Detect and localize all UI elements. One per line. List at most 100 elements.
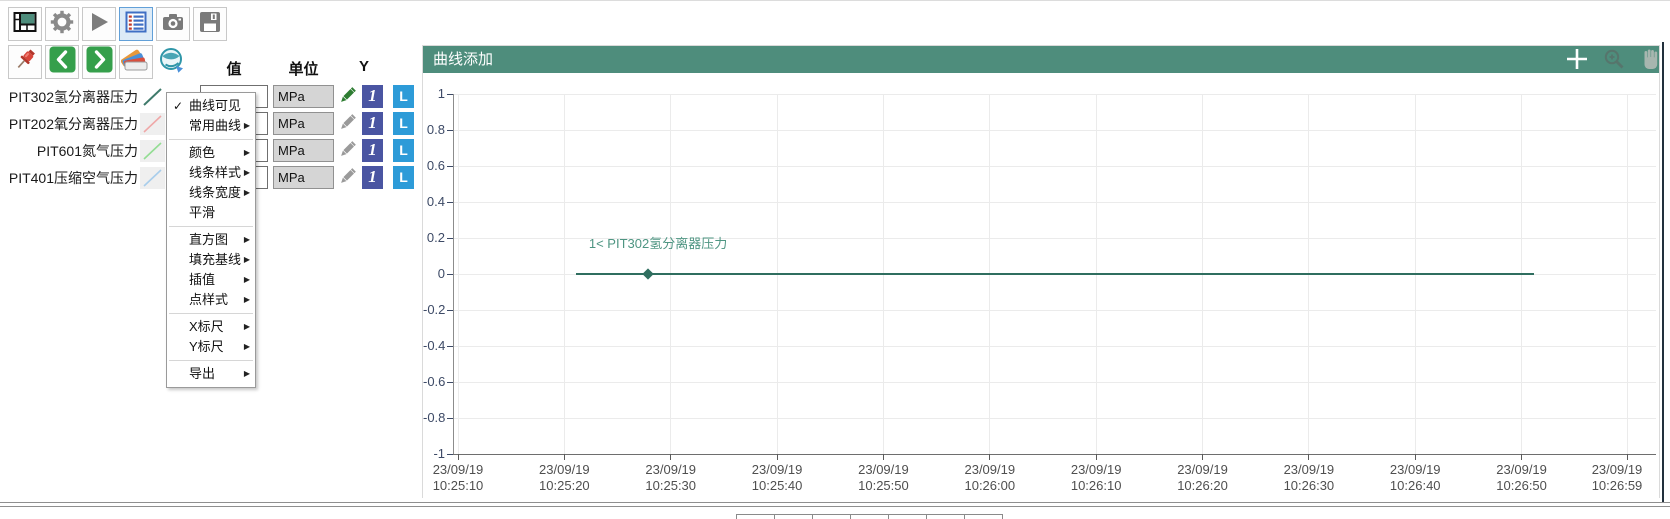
settings-button[interactable]: [45, 7, 79, 41]
menu-item-common-curves[interactable]: 常用曲线 ▶: [167, 116, 255, 136]
y-gridline: [453, 237, 1656, 239]
scale-badge[interactable]: L: [393, 85, 414, 108]
x-tick-label-time: 10:25:50: [858, 478, 909, 493]
mini-button[interactable]: [926, 514, 965, 519]
x-tick-label-time: 10:26:40: [1389, 478, 1441, 493]
prev-button[interactable]: [45, 45, 79, 79]
hand-icon: [1644, 49, 1658, 69]
gear-icon: [50, 10, 74, 39]
layout-button[interactable]: [8, 7, 42, 41]
mini-button[interactable]: [774, 514, 813, 519]
right-window-border: [1662, 42, 1664, 502]
pin-button[interactable]: [8, 45, 42, 79]
menu-item-smooth[interactable]: 平滑: [189, 205, 216, 220]
y-gridline: [453, 309, 1656, 311]
x-gridline: [1627, 94, 1629, 454]
x-tick-label-date: 23/09/19: [1177, 462, 1228, 477]
x-tick-label-time: 10:26:10: [1070, 478, 1122, 493]
y-tick-label: 0.2: [426, 230, 445, 245]
series-marker-diamond: [642, 268, 655, 280]
zoom-in-button[interactable]: [1603, 48, 1625, 70]
mini-button[interactable]: [888, 514, 927, 519]
scale-badge[interactable]: L: [393, 166, 414, 189]
next-button[interactable]: [82, 45, 116, 79]
x-tick-label-date: 23/09/19: [1070, 462, 1122, 477]
curve-swatch[interactable]: [140, 86, 165, 108]
x-tick-label-date: 23/09/19: [964, 462, 1016, 477]
series-line: [576, 273, 1534, 275]
axis-badge[interactable]: 1: [362, 112, 383, 135]
menu-item-interpolation[interactable]: 插值 ▶: [167, 270, 255, 290]
edit-pencil-button[interactable]: [337, 113, 357, 134]
menu-item-histogram[interactable]: 直方图 ▶: [167, 230, 255, 250]
mini-button[interactable]: [736, 514, 775, 519]
axis-badge[interactable]: 1: [362, 166, 383, 189]
edit-pencil-button[interactable]: [337, 167, 357, 188]
menu-item-line-width[interactable]: 线条宽度 ▶: [167, 183, 255, 203]
save-button[interactable]: [193, 7, 227, 41]
chart-panel: 曲线添加 1 0.8 0.6 0.4 0.2 0 -0.2 -0.4 -0.6 -0.8 -1 23/…: [422, 45, 1660, 498]
x-tick-mark: [1521, 454, 1523, 460]
x-tick-label-time: 10:25:30: [645, 478, 697, 493]
mini-button[interactable]: [812, 514, 851, 519]
zoom-in-icon: [1604, 49, 1624, 69]
curve-name[interactable]: PIT202氧分离器压力: [8, 116, 138, 132]
curve-swatch[interactable]: [140, 113, 165, 135]
chart-title: 曲线添加: [433, 51, 494, 68]
menu-item-point-style[interactable]: 点样式 ▶: [167, 290, 255, 310]
unit-cell: MPa: [273, 166, 334, 189]
scale-badge[interactable]: L: [393, 112, 414, 135]
x-tick-label-date: 23/09/19: [539, 462, 590, 477]
curve-name[interactable]: PIT401压缩空气压力: [8, 170, 138, 186]
curve-name[interactable]: PIT601氮气压力: [36, 143, 138, 159]
bottom-mini-buttons: [736, 514, 1003, 519]
plot-area[interactable]: 1 0.8 0.6 0.4 0.2 0 -0.2 -0.4 -0.6 -0.8 -1 23/09/19…: [423, 73, 1659, 498]
menu-item-export[interactable]: 导出 ▶: [167, 364, 255, 384]
menu-item-curve-visible[interactable]: ✓ 曲线可见: [167, 96, 255, 116]
x-tick-label-date: 23/09/19: [751, 462, 803, 477]
menu-item-line-style[interactable]: 线条样式 ▶: [167, 163, 255, 183]
x-gridline: [457, 94, 459, 454]
snapshot-button[interactable]: [156, 7, 190, 41]
submenu-arrow-icon: ▶: [243, 322, 250, 331]
palette-icon: [120, 45, 151, 80]
layout-icon: [13, 10, 37, 39]
menu-item-y-scale[interactable]: Y标尺 ▶: [167, 337, 255, 357]
menu-separator: [169, 139, 253, 140]
chart-header: 曲线添加: [423, 46, 1659, 73]
axis-badge[interactable]: 1: [362, 139, 383, 162]
refresh-button[interactable]: [157, 47, 187, 77]
edit-pencil-button[interactable]: [337, 86, 357, 107]
mini-button[interactable]: [850, 514, 889, 519]
mini-button[interactable]: [964, 514, 1003, 519]
axis-badge[interactable]: 1: [362, 85, 383, 108]
edit-pencil-button[interactable]: [337, 140, 357, 161]
menu-item-fill-baseline[interactable]: 填充基线 ▶: [167, 250, 255, 270]
crosshair-button[interactable]: [1566, 48, 1588, 70]
menu-item-color[interactable]: 颜色 ▶: [167, 143, 255, 163]
y-tick-label: -0.4: [423, 338, 446, 353]
scale-badge[interactable]: L: [393, 139, 414, 162]
x-tick-label-date: 23/09/19: [1389, 462, 1441, 477]
bottom-splitter[interactable]: [0, 502, 1670, 503]
curve-list-button[interactable]: [119, 7, 153, 41]
run-button[interactable]: [82, 7, 116, 41]
y-gridline: [453, 165, 1656, 167]
palette-button[interactable]: [119, 45, 153, 79]
menu-item-x-scale[interactable]: X标尺 ▶: [167, 317, 255, 337]
x-tick-label-time: 10:25:40: [751, 478, 803, 493]
curve-swatch[interactable]: [140, 167, 165, 189]
submenu-arrow-icon: ▶: [243, 342, 250, 351]
curve-name[interactable]: PIT302氢分离器压力: [8, 89, 138, 105]
pan-button[interactable]: [1641, 48, 1663, 70]
y-tick-label: -0.2: [423, 302, 446, 317]
y-tick-label: 0.4: [426, 194, 445, 209]
checkmark-icon: ✓: [173, 99, 184, 113]
x-tick-label-time: 10:26:00: [964, 478, 1016, 493]
curve-swatch[interactable]: [140, 140, 165, 162]
bottom-splitter[interactable]: [0, 506, 1670, 507]
y-tick-label: -0.8: [423, 410, 446, 425]
y-gridline: [453, 201, 1656, 203]
y-tick-label: 0.6: [426, 158, 445, 173]
x-tick-mark: [670, 454, 672, 460]
